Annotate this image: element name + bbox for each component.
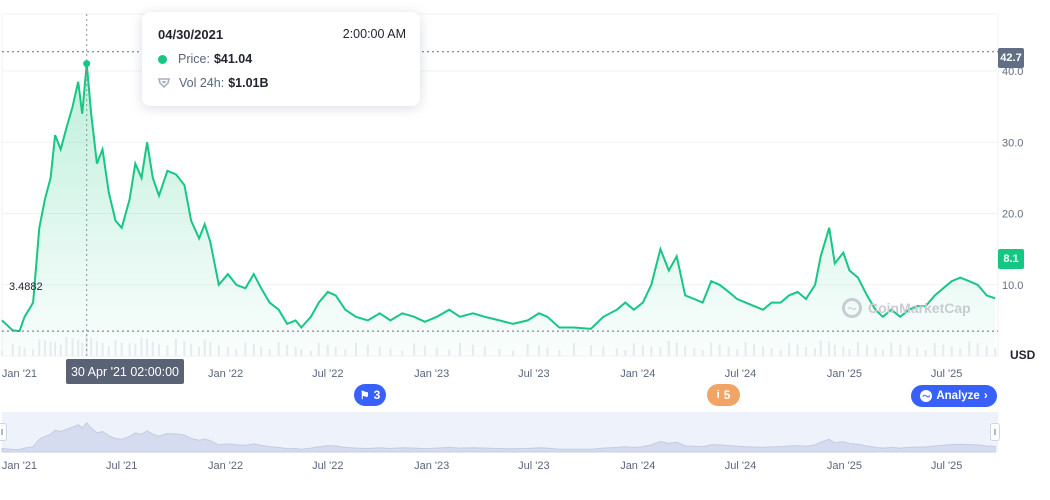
- navigator-x-tick-label: Jan '23: [414, 460, 449, 472]
- x-tick-label: Jul '24: [725, 368, 756, 380]
- x-tick-label: Jan '23: [414, 368, 449, 380]
- x-tick-label: Jul '22: [312, 368, 343, 380]
- navigator-x-tick-label: Jan '21: [2, 460, 37, 472]
- navigator-x-tick-label: Jul '22: [312, 460, 343, 472]
- crosshair-date-label: 30 Apr '21 02:00:00: [66, 359, 184, 384]
- y-tick-label: 20.0: [1002, 209, 1023, 221]
- tooltip-time: 2:00:00 AM: [342, 27, 406, 41]
- price-area: [2, 63, 996, 356]
- flag-icon: ⚑: [359, 389, 370, 402]
- x-tick-label: Jul '23: [518, 368, 549, 380]
- navigator-x-tick-label: Jul '23: [518, 460, 549, 472]
- analyze-icon: 〜: [920, 390, 933, 402]
- x-tick-label: Jan '22: [208, 368, 243, 380]
- y-axis-ticks: 40.0 30.0 20.0 10.0: [1002, 66, 1023, 292]
- price-line: [1, 63, 996, 333]
- info-icon: i: [716, 389, 720, 401]
- tooltip-volume-value: $1.01B: [228, 76, 269, 90]
- volume-icon: [158, 78, 170, 89]
- last-price-tag: 8.1: [998, 249, 1024, 269]
- analyze-label: Analyze: [936, 390, 980, 402]
- navigator-x-tick-label: Jul '24: [725, 460, 756, 472]
- tooltip-price-row: Price: $41.04: [158, 52, 252, 66]
- info-events-count: 5: [723, 388, 731, 402]
- tooltip-price-label: Price:: [178, 52, 210, 66]
- navigator-area: [1, 422, 996, 453]
- tooltip-volume-row: Vol 24h: $1.01B: [158, 76, 269, 90]
- flag-events-button[interactable]: ⚑ 3: [354, 384, 386, 406]
- watermark-text: CoinMarketCap: [868, 300, 971, 316]
- price-tooltip: 04/30/2021 2:00:00 AM Price: $41.04 Vol …: [142, 12, 420, 106]
- navigator-x-tick-label: Jan '22: [208, 460, 243, 472]
- max-price-tag: 42.7: [998, 48, 1024, 68]
- navigator-x-tick-label: Jan '25: [827, 460, 862, 472]
- tooltip-date: 04/30/2021: [158, 27, 224, 42]
- chevron-right-icon: ›: [983, 390, 988, 402]
- navigator-right-handle[interactable]: ‖: [990, 423, 1000, 441]
- analyze-button[interactable]: 〜 Analyze ›: [911, 385, 997, 407]
- currency-label: USD: [1010, 348, 1036, 362]
- navigator-x-ticks: Jan '21 Jul '21 Jan '22 Jul '22 Jan '23 Jul '…: [2, 460, 962, 472]
- info-events-button[interactable]: i 5: [707, 384, 740, 406]
- watermark: 〜 CoinMarketCap: [842, 298, 971, 318]
- x-tick-label: Jan '21: [2, 368, 37, 380]
- x-tick-label: Jul '25: [931, 368, 962, 380]
- coinmarketcap-logo-icon: 〜: [842, 298, 862, 318]
- navigator-left-handle[interactable]: ‖: [0, 423, 7, 441]
- min-price-label: 3.4882: [9, 281, 43, 293]
- navigator-x-tick-label: Jul '21: [106, 460, 137, 472]
- x-tick-label: Jan '24: [620, 368, 655, 380]
- flag-events-count: 3: [373, 388, 381, 402]
- price-dot-icon: [158, 54, 167, 64]
- tooltip-volume-label: Vol 24h:: [179, 76, 225, 90]
- x-tick-label: Jan '25: [827, 368, 862, 380]
- hover-point: [83, 60, 91, 68]
- y-tick-label: 30.0: [1002, 137, 1023, 149]
- tooltip-price-value: $41.04: [213, 52, 253, 66]
- navigator-x-tick-label: Jul '25: [931, 460, 962, 472]
- navigator-x-tick-label: Jan '24: [620, 460, 655, 472]
- y-tick-label: 40.0: [1002, 66, 1023, 78]
- y-tick-label: 10.0: [1002, 280, 1023, 292]
